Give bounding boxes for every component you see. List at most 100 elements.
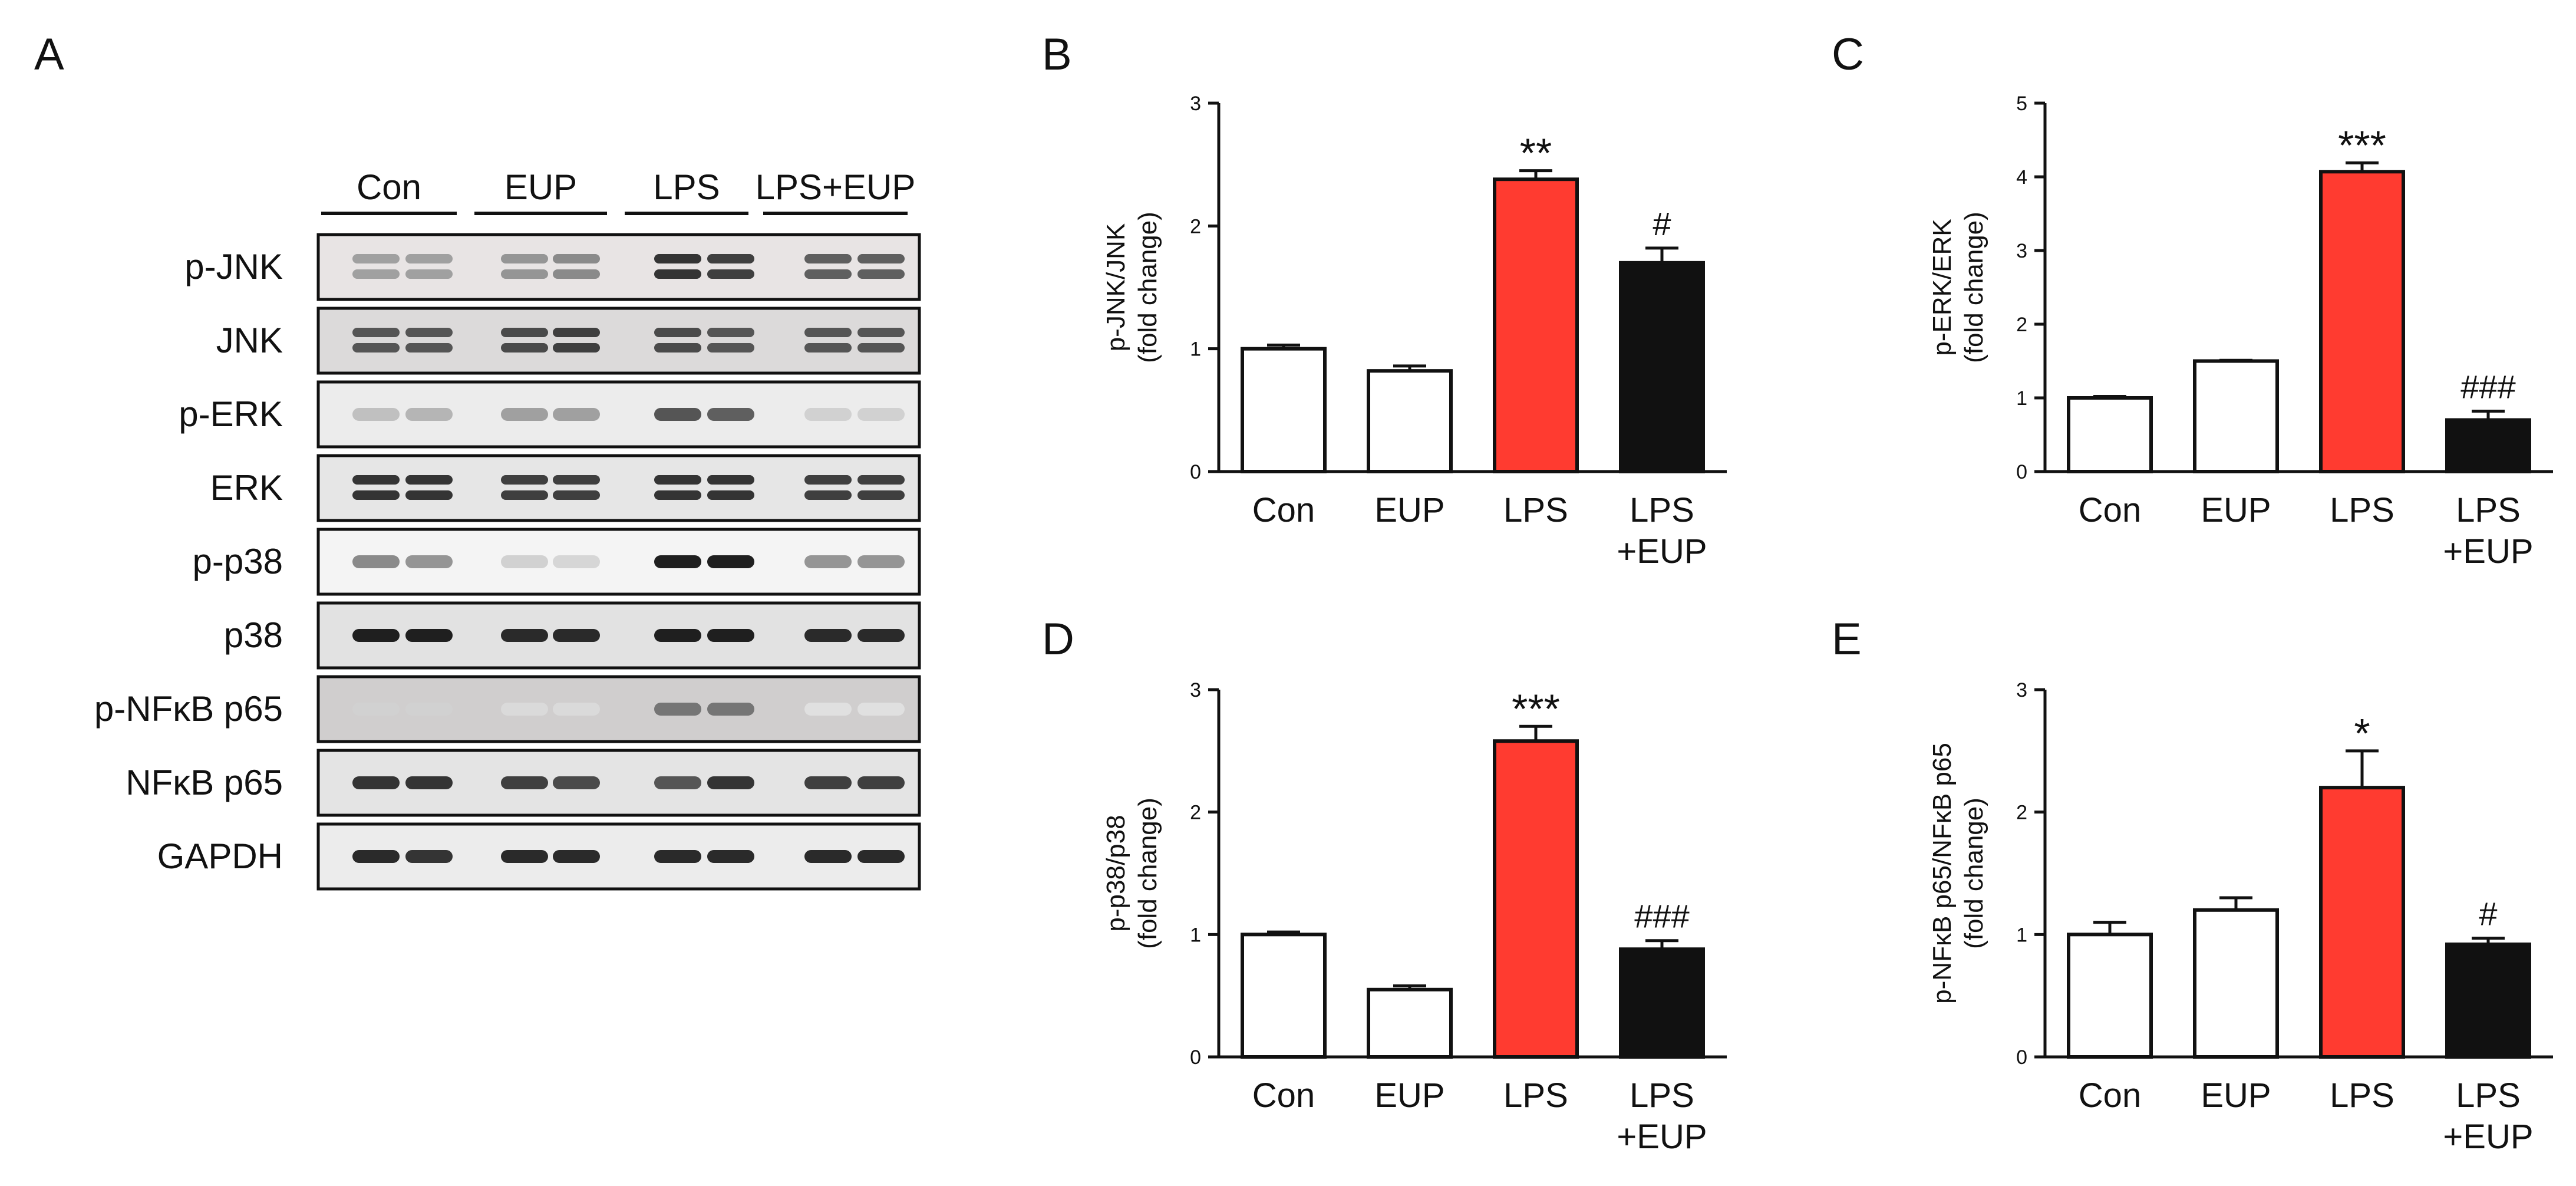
y-tick-label: 3 [1190,93,1201,115]
category-label: EUP [2201,1076,2271,1115]
y-tick-label: 4 [2016,166,2027,189]
bar [2445,418,2531,473]
blot-band [804,475,852,485]
blot-band [857,269,905,279]
bar [1493,177,1579,473]
significance-marker: ### [1634,898,1689,935]
blot-band [804,343,852,352]
blot-band [501,490,548,500]
bar [2319,170,2405,473]
significance-marker: *** [1512,686,1560,732]
blot-band [804,703,852,716]
y-axis-title: p-ERK/ERK [1928,219,1957,355]
blot-band [804,776,852,789]
blot-band [553,475,600,485]
blot-band [804,408,852,421]
blot-band [501,328,548,337]
y-axis-title: (fold change) [1960,798,1988,949]
western-blot: Con EUP LPS LPS+EUP p-JNK JNK p-ERK ERK p-p38 p38… [94,167,921,891]
blot-band [857,629,905,642]
blot-band [405,703,453,716]
blot-band [501,269,548,279]
blot-band [707,555,754,568]
blot-band [857,703,905,716]
panel-label-e: E [1832,614,1862,664]
y-tick-label: 2 [2016,314,2027,336]
blot-band [654,328,701,337]
significance-marker: * [2354,710,2370,756]
blot-band [352,555,400,568]
blot-band [654,555,701,568]
blot-band [654,475,701,485]
y-tick-label: 5 [2016,93,2027,115]
chart-d: 0 1 2 3 p-p38/p38 (fold change) Con EUP *** LPS ##… [1101,679,1727,1156]
bar [2067,396,2153,473]
blot-band [804,850,852,863]
panel-label-b: B [1042,29,1072,80]
blot-band [553,776,600,789]
y-tick-label: 0 [2016,461,2027,483]
blot-band [352,269,400,279]
y-tick-label: 3 [2016,240,2027,262]
y-tick-label: 0 [1190,461,1201,483]
y-axis-title: (fold change) [1133,798,1162,949]
panel-label-c: C [1832,29,1864,80]
y-tick-label: 0 [2016,1046,2027,1069]
bar [2445,942,2531,1059]
blot-band [553,850,600,863]
blot-band [707,328,754,337]
blot-band [352,328,400,337]
blot-band [352,703,400,716]
bar [1619,947,1705,1059]
blot-band [654,776,701,789]
blot-band [405,629,453,642]
blot-band [804,328,852,337]
blot-band [707,254,754,263]
blot-band [857,555,905,568]
blot-band [707,850,754,863]
blot-band [352,254,400,263]
chart-c: 0 1 2 3 4 5 p-ERK/ERK (fold change) Con EUP *** LPS… [1928,93,2553,571]
blot-band [501,703,548,716]
category-label: +EUP [2443,1118,2533,1156]
blot-band [405,328,453,337]
blot-band [553,408,600,421]
category-label: Con [2079,491,2141,529]
y-tick-label: 2 [1190,802,1201,824]
category-label: +EUP [1617,532,1707,571]
category-label: Con [1252,1076,1315,1115]
blot-band [352,776,400,789]
y-tick-label: 2 [1190,215,1201,238]
blot-band [654,408,701,421]
panel-label-d: D [1042,614,1074,664]
blot-band [707,269,754,279]
blot-band [804,629,852,642]
blot-band [501,850,548,863]
blot-strip [316,233,921,301]
blot-band [654,490,701,500]
significance-marker: ** [1520,130,1552,176]
category-label: LPS [2456,1076,2521,1115]
blot-band [804,269,852,279]
blot-band [553,343,600,352]
y-tick-label: 2 [2016,802,2027,824]
bar [1367,987,1453,1059]
blot-band [553,254,600,263]
category-label: LPS [2456,491,2521,529]
category-label: LPS [1503,1076,1568,1115]
blot-band [707,629,754,642]
blot-band [553,629,600,642]
blot-band [501,555,548,568]
blot-group-label: EUP [504,167,577,207]
blot-group-label: LPS [653,167,720,207]
bar [1619,261,1705,473]
significance-marker: # [2479,895,2497,933]
blot-row-label: GAPDH [157,836,283,876]
blot-row-label: NFκB p65 [126,763,283,802]
blot-band [804,254,852,263]
bar [1493,739,1579,1059]
blot-band [501,343,548,352]
blot-band [707,490,754,500]
blot-band [352,490,400,500]
blot-band [857,328,905,337]
